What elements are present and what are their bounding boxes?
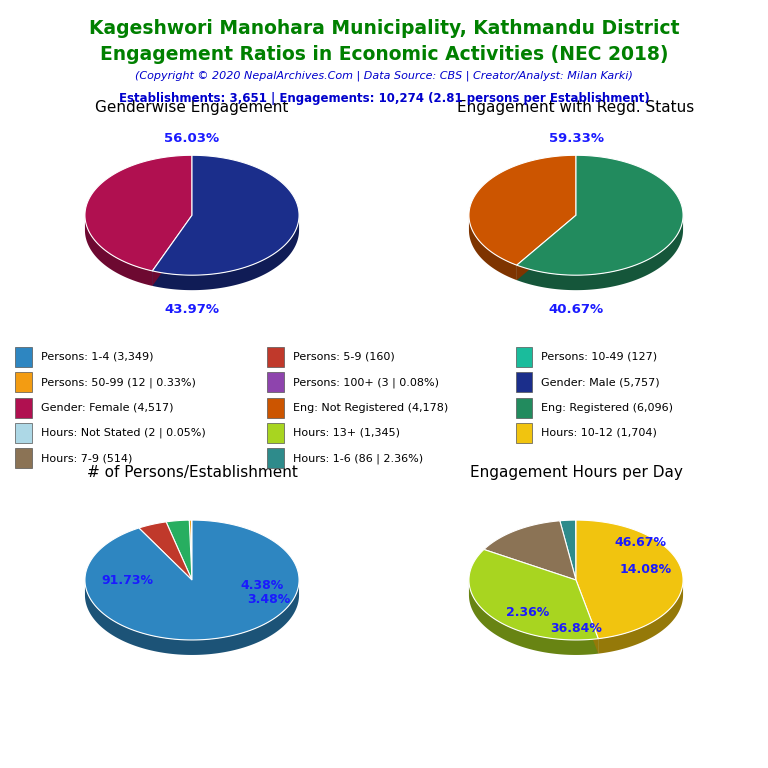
- Text: Gender: Female (4,517): Gender: Female (4,517): [41, 402, 174, 412]
- Polygon shape: [576, 520, 683, 639]
- Text: 46.67%: 46.67%: [614, 536, 666, 549]
- Polygon shape: [598, 581, 683, 654]
- Polygon shape: [152, 216, 299, 290]
- Bar: [267, 372, 284, 392]
- Bar: [516, 423, 532, 443]
- Text: Persons: 10-49 (127): Persons: 10-49 (127): [541, 352, 657, 362]
- Polygon shape: [517, 155, 683, 275]
- Polygon shape: [469, 580, 598, 655]
- Text: Persons: 5-9 (160): Persons: 5-9 (160): [293, 352, 395, 362]
- Text: Establishments: 3,651 | Engagements: 10,274 (2.81 persons per Establishment): Establishments: 3,651 | Engagements: 10,…: [118, 92, 650, 105]
- Bar: [516, 372, 532, 392]
- Text: 2.36%: 2.36%: [506, 606, 549, 619]
- Title: # of Persons/Establishment: # of Persons/Establishment: [87, 465, 297, 480]
- Bar: [267, 347, 284, 367]
- Text: Persons: 50-99 (12 | 0.33%): Persons: 50-99 (12 | 0.33%): [41, 377, 196, 388]
- Polygon shape: [517, 215, 683, 290]
- Text: Eng: Registered (6,096): Eng: Registered (6,096): [541, 402, 674, 412]
- Text: Hours: Not Stated (2 | 0.05%): Hours: Not Stated (2 | 0.05%): [41, 428, 206, 439]
- Text: 14.08%: 14.08%: [620, 563, 672, 576]
- Text: Persons: 100+ (3 | 0.08%): Persons: 100+ (3 | 0.08%): [293, 377, 439, 388]
- Polygon shape: [152, 155, 299, 275]
- Polygon shape: [484, 521, 576, 580]
- Text: Engagement Ratios in Economic Activities (NEC 2018): Engagement Ratios in Economic Activities…: [100, 45, 668, 64]
- Polygon shape: [166, 520, 192, 580]
- Bar: [15, 347, 31, 367]
- Polygon shape: [469, 216, 517, 280]
- Bar: [15, 372, 31, 392]
- Bar: [516, 398, 532, 418]
- Text: 4.38%: 4.38%: [240, 579, 283, 592]
- Polygon shape: [517, 215, 576, 280]
- Polygon shape: [152, 215, 192, 286]
- Polygon shape: [85, 155, 192, 271]
- Bar: [15, 449, 31, 468]
- Bar: [516, 347, 532, 367]
- Polygon shape: [576, 580, 598, 654]
- Text: 3.48%: 3.48%: [247, 593, 291, 606]
- Text: 36.84%: 36.84%: [550, 622, 602, 634]
- Text: Hours: 1-6 (86 | 2.36%): Hours: 1-6 (86 | 2.36%): [293, 453, 423, 464]
- Text: 59.33%: 59.33%: [548, 131, 604, 144]
- Text: 43.97%: 43.97%: [164, 303, 220, 316]
- Text: Hours: 7-9 (514): Hours: 7-9 (514): [41, 453, 132, 463]
- Text: 91.73%: 91.73%: [102, 574, 154, 587]
- Polygon shape: [152, 215, 192, 286]
- Text: Gender: Male (5,757): Gender: Male (5,757): [541, 377, 660, 387]
- Text: Persons: 1-4 (3,349): Persons: 1-4 (3,349): [41, 352, 154, 362]
- Title: Engagement Hours per Day: Engagement Hours per Day: [469, 465, 683, 480]
- Text: Kageshwori Manohara Municipality, Kathmandu District: Kageshwori Manohara Municipality, Kathma…: [89, 19, 679, 38]
- Bar: [15, 423, 31, 443]
- Polygon shape: [139, 522, 192, 580]
- Polygon shape: [560, 520, 576, 580]
- Title: Genderwise Engagement: Genderwise Engagement: [95, 101, 289, 115]
- Text: (Copyright © 2020 NepalArchives.Com | Data Source: CBS | Creator/Analyst: Milan : (Copyright © 2020 NepalArchives.Com | Da…: [135, 71, 633, 81]
- Polygon shape: [469, 155, 576, 265]
- Title: Engagement with Regd. Status: Engagement with Regd. Status: [458, 101, 694, 115]
- Bar: [267, 398, 284, 418]
- Bar: [267, 449, 284, 468]
- Polygon shape: [576, 580, 598, 654]
- Polygon shape: [189, 520, 192, 580]
- Polygon shape: [85, 520, 299, 640]
- Polygon shape: [85, 216, 152, 286]
- Bar: [15, 398, 31, 418]
- Polygon shape: [517, 215, 576, 280]
- Text: Hours: 10-12 (1,704): Hours: 10-12 (1,704): [541, 428, 657, 438]
- Text: Hours: 13+ (1,345): Hours: 13+ (1,345): [293, 428, 400, 438]
- Text: 40.67%: 40.67%: [548, 303, 604, 316]
- Text: Eng: Not Registered (4,178): Eng: Not Registered (4,178): [293, 402, 449, 412]
- Polygon shape: [469, 549, 598, 640]
- Bar: [267, 423, 284, 443]
- Polygon shape: [85, 581, 299, 655]
- Text: 56.03%: 56.03%: [164, 131, 220, 144]
